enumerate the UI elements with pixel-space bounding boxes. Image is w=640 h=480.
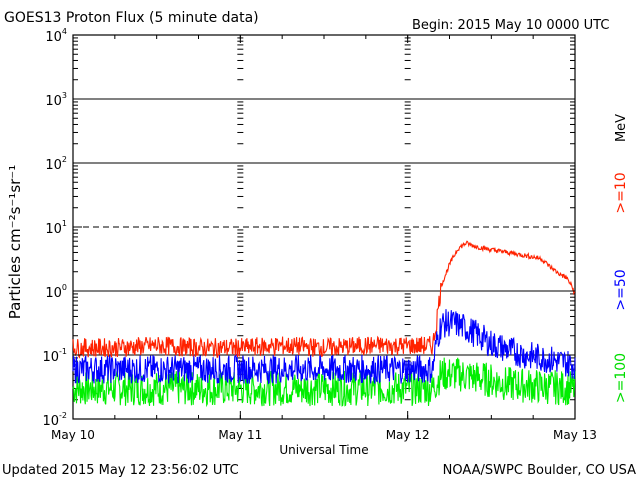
y-tick-label: 104 xyxy=(45,27,67,45)
begin-label: Begin: 2015 May 10 0000 UTC xyxy=(412,18,609,33)
x-tick-label: May 13 xyxy=(553,428,597,442)
series-line-ge100 xyxy=(72,357,576,408)
legend-ge100: >=100 xyxy=(613,353,629,403)
x-axis-label: Universal Time xyxy=(279,443,368,457)
energy-unit-label: MeV xyxy=(614,114,629,142)
legend-ge10: >=10 xyxy=(613,172,629,213)
legend-ge50: >=50 xyxy=(613,269,629,310)
credit-label: NOAA/SWPC Boulder, CO USA xyxy=(443,463,636,478)
series-line-ge10 xyxy=(72,240,576,359)
y-axis-label: Particles cm⁻²s⁻¹sr⁻¹ xyxy=(6,165,24,319)
x-tick-labels: May 10 May 11 May 12 May 13 xyxy=(51,35,597,442)
updated-label: Updated 2015 May 12 23:56:02 UTC xyxy=(2,463,239,478)
y-tick-label: 103 xyxy=(45,91,67,109)
x-tick-label: May 10 xyxy=(51,428,95,442)
series-line-ge50 xyxy=(72,309,576,385)
x-tick-label: May 12 xyxy=(386,428,430,442)
chart-title: GOES13 Proton Flux (5 minute data) xyxy=(4,10,259,26)
grid-lines xyxy=(73,98,575,356)
y-tick-label: 10-2 xyxy=(42,411,67,429)
series-layer xyxy=(72,240,576,408)
y-tick-label: 10-1 xyxy=(42,347,67,365)
x-tick-label: May 11 xyxy=(218,428,262,442)
y-tick-labels: 10-2 10-1 100 101 102 103 104 xyxy=(42,27,575,429)
y-tick-label: 100 xyxy=(45,283,67,301)
y-tick-label: 101 xyxy=(45,219,67,237)
y-tick-label: 102 xyxy=(45,155,67,173)
